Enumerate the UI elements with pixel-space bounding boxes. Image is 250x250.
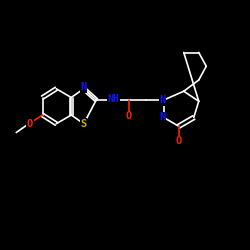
Text: N: N	[160, 95, 166, 105]
Text: S: S	[80, 119, 87, 129]
Text: O: O	[176, 136, 182, 146]
Text: O: O	[126, 111, 132, 121]
Text: N: N	[160, 112, 166, 122]
Text: N: N	[80, 82, 87, 92]
Text: O: O	[27, 119, 33, 129]
Text: NH: NH	[108, 94, 120, 104]
